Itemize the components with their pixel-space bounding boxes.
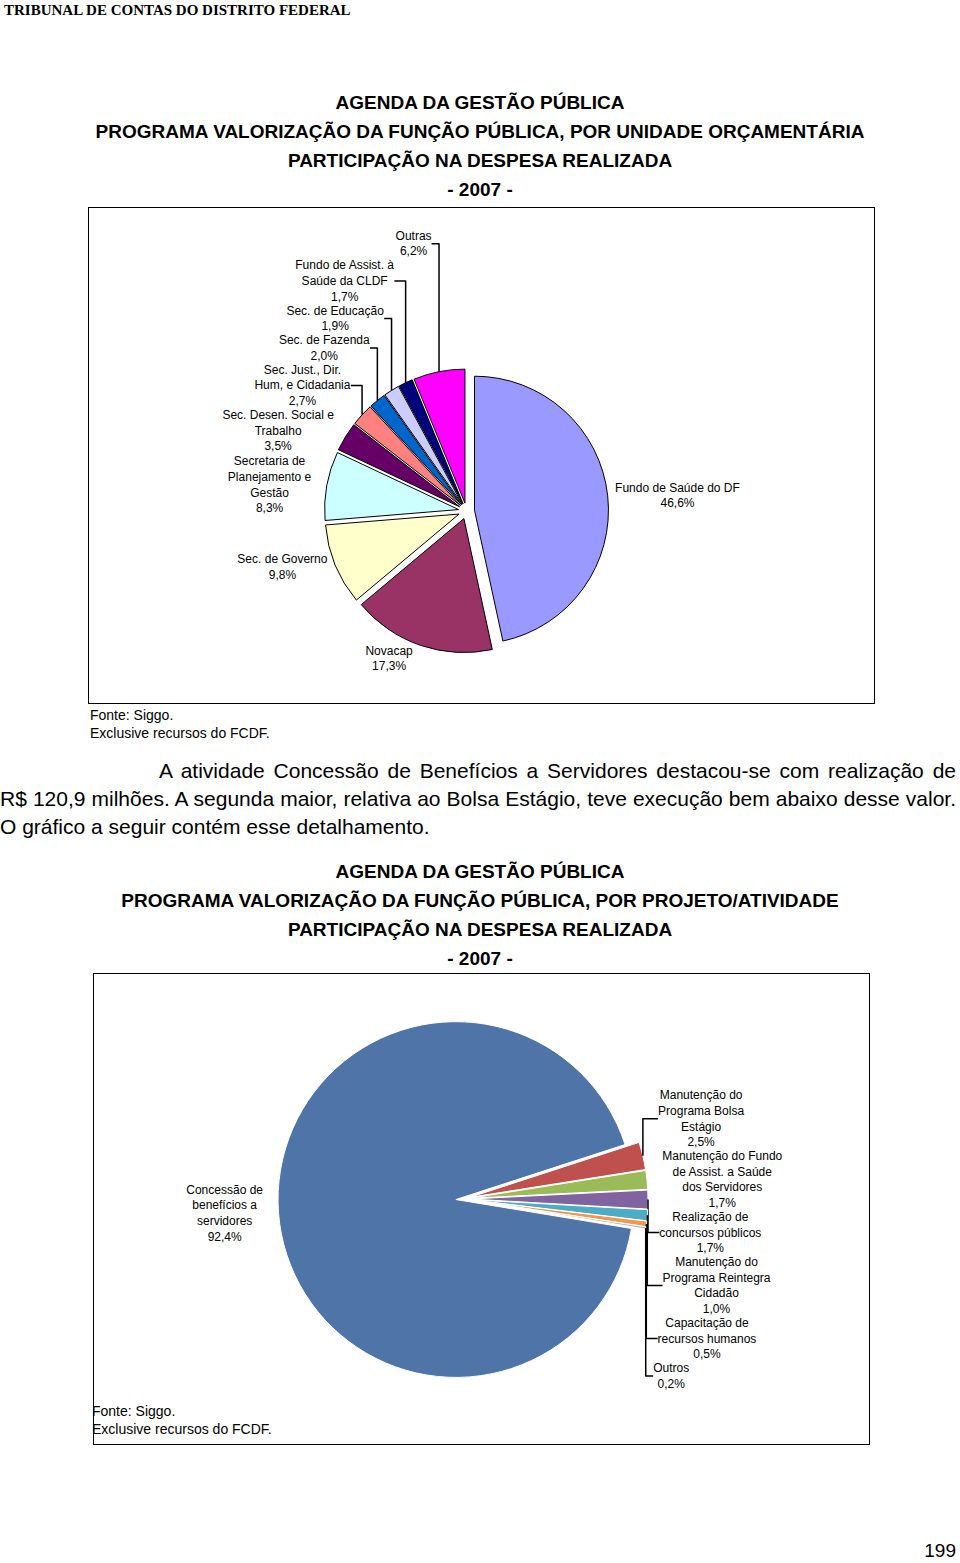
svg-text:Novacap17,3%: Novacap17,3% — [365, 644, 413, 674]
svg-text:Sec. de Governo9,8%: Sec. de Governo9,8% — [237, 552, 327, 582]
svg-text:Sec. Just., Dir.Hum, e Cidadan: Sec. Just., Dir.Hum, e Cidadania2,7% — [254, 363, 350, 408]
html-text:- 2007 -: - 2007 - — [447, 179, 513, 200]
svg-text:Sec. de Fazenda2,0%: Sec. de Fazenda2,0% — [279, 333, 370, 363]
svg-text:Sec. Desen. Social eTrabalho3,: Sec. Desen. Social eTrabalho3,5% — [222, 408, 334, 453]
svg-text:Manutenção do Fundode Assist.: Manutenção do Fundode Assist. a Saúdedos… — [662, 1149, 782, 1210]
html-text:Fonte: Siggo.: Fonte: Siggo. — [90, 707, 174, 723]
html-text:PROGRAMA VALORIZAÇÃO DA FUNÇÃO: PROGRAMA VALORIZAÇÃO DA FUNÇÃO PÚBLICA, … — [121, 890, 839, 911]
html-text:- 2007 -: - 2007 - — [447, 948, 513, 969]
svg-text:Manutenção doPrograma Reintegr: Manutenção doPrograma ReintegraCidadão1,… — [662, 1255, 770, 1316]
svg-text:Realização deconcursos público: Realização deconcursos públicos1,7% — [659, 1210, 761, 1255]
svg-text:Outras6,2%: Outras6,2% — [396, 229, 432, 259]
html-text:199: 199 — [924, 1540, 956, 1561]
svg-text:Secretaria dePlanejamento eGes: Secretaria dePlanejamento eGestão8,3% — [228, 454, 312, 515]
html-text:AGENDA DA GESTÃO PÚBLICA: AGENDA DA GESTÃO PÚBLICA — [335, 92, 625, 113]
html-text:Fonte: Siggo.: Fonte: Siggo. — [92, 1403, 176, 1419]
svg-text:Fundo de Assist. àSaúde da CLD: Fundo de Assist. àSaúde da CLDF1,7% — [295, 258, 394, 303]
svg-text:Outros0,2%: Outros0,2% — [653, 1361, 689, 1391]
html-text:PROGRAMA VALORIZAÇÃO DA FUNÇÃO: PROGRAMA VALORIZAÇÃO DA FUNÇÃO PÚBLICA, … — [95, 121, 865, 142]
html-text:PARTICIPAÇÃO NA DESPESA REALIZ: PARTICIPAÇÃO NA DESPESA REALIZADA — [287, 150, 673, 171]
html-text:TRIBUNAL DE CONTAS DO DISTRITO: TRIBUNAL DE CONTAS DO DISTRITO FEDERAL — [4, 2, 351, 18]
svg-text:Capacitação derecursos humanos: Capacitação derecursos humanos0,5% — [658, 1316, 757, 1361]
svg-text:Manutenção doPrograma BolsaEst: Manutenção doPrograma BolsaEstágio2,5% — [658, 1088, 744, 1149]
html-text:A atividade Concessão de Benef: A atividade Concessão de Benefícios a Se… — [0, 759, 956, 838]
html-text:Exclusive recursos do FCDF.: Exclusive recursos do FCDF. — [90, 725, 270, 741]
svg-text:Concessão debenefícios aservid: Concessão debenefícios aservidores92,4% — [186, 1183, 263, 1244]
html-text:PARTICIPAÇÃO NA DESPESA REALIZ: PARTICIPAÇÃO NA DESPESA REALIZADA — [287, 919, 673, 940]
svg-text:Fundo de Saúde do DF46,6%: Fundo de Saúde do DF46,6% — [615, 481, 740, 511]
html-text:Exclusive recursos do FCDF.: Exclusive recursos do FCDF. — [92, 1421, 272, 1437]
html-text:AGENDA DA GESTÃO PÚBLICA: AGENDA DA GESTÃO PÚBLICA — [335, 861, 625, 882]
svg-text:Sec. de Educação1,9%: Sec. de Educação1,9% — [286, 304, 384, 334]
